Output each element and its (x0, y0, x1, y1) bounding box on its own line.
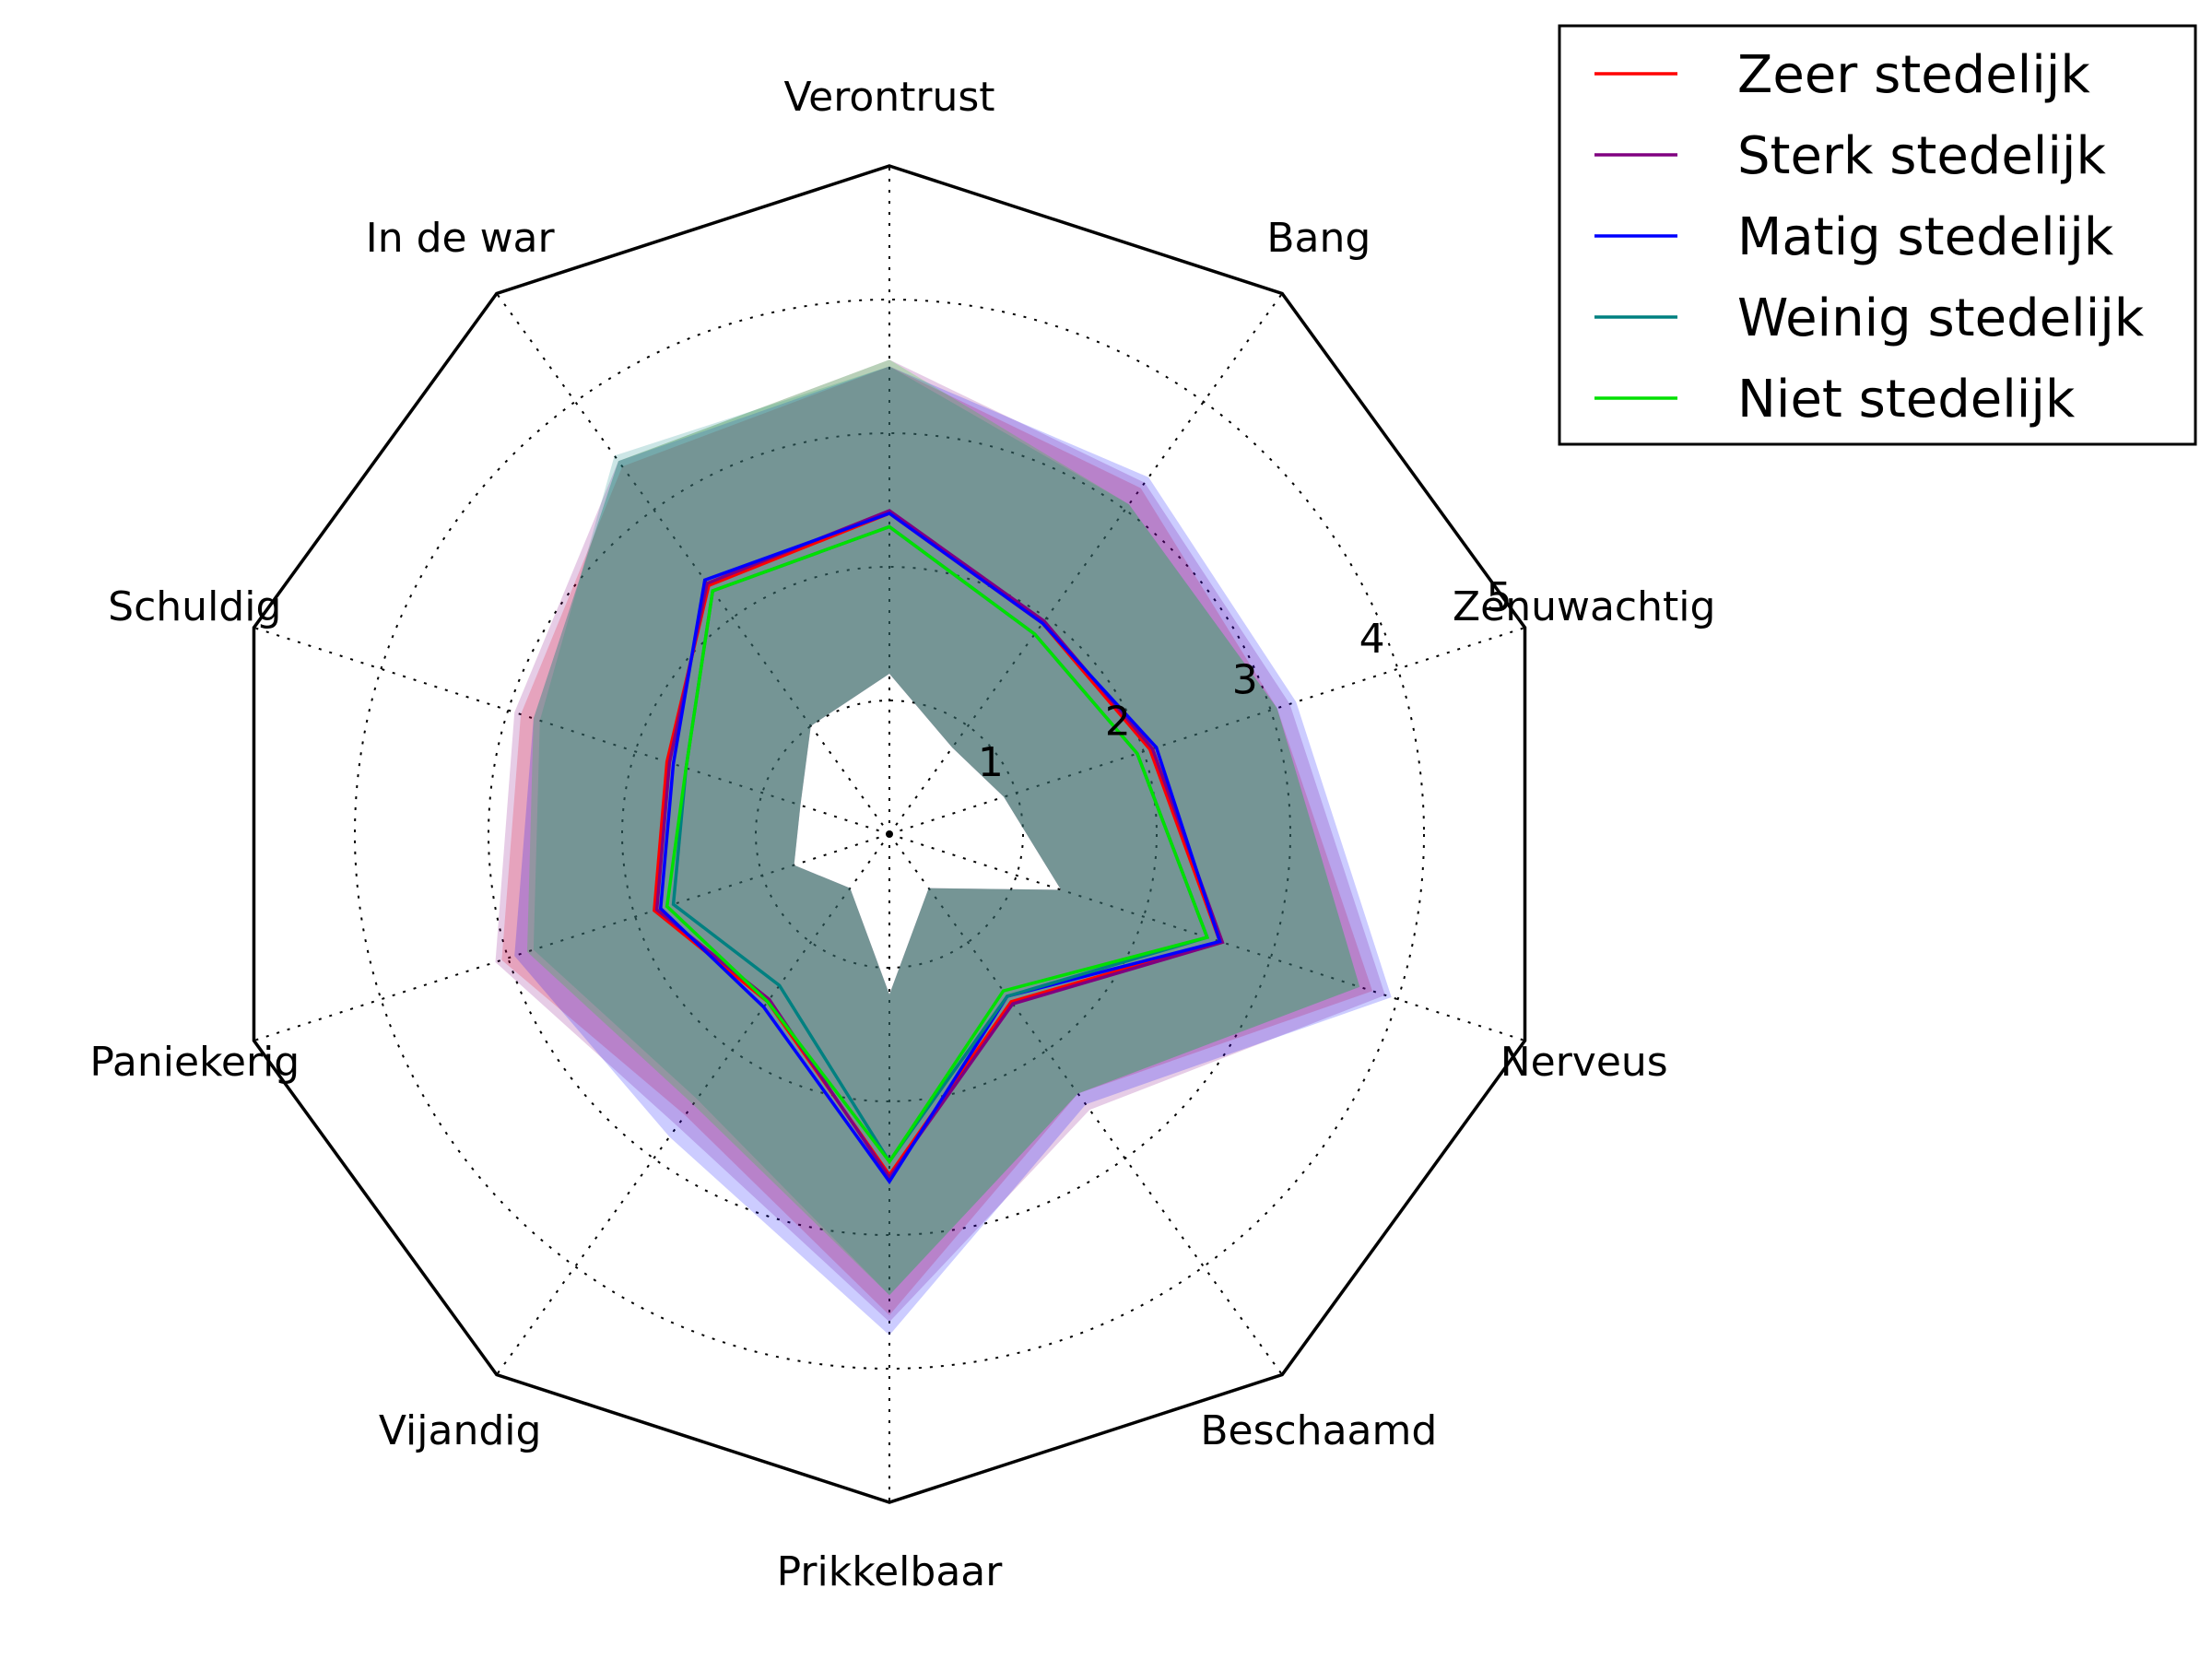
axis-label-4: Beschaamd (1200, 1407, 1437, 1454)
radial-tick-labels: 1 2 3 4 5 (978, 574, 1512, 786)
band-3 (533, 366, 1360, 1296)
axis-label-1: Bang (1266, 215, 1371, 262)
axis-label-8: Schuldig (108, 583, 281, 630)
tick-label-5: 5 (1487, 574, 1512, 621)
spoke-6 (496, 833, 890, 1376)
spoke-9 (496, 292, 890, 835)
spoke-4 (888, 833, 1283, 1376)
center-dot (886, 830, 893, 838)
series-lines (653, 509, 1225, 1185)
legend-label-4: Niet stedelijk (1737, 370, 2076, 429)
axis-label-3: Nerveus (1500, 1039, 1668, 1086)
band-1 (495, 359, 1385, 1323)
axis-label-6: Vijandig (379, 1407, 542, 1454)
legend: Zeer stedelijk Sterk stedelijk Matig stede… (1558, 24, 2197, 446)
spoke-7 (253, 833, 890, 1041)
axis-label-9: In de war (366, 215, 556, 262)
tick-label-1: 1 (978, 739, 1004, 786)
axis-labels: Verontrust Bang Zenuwachtig Nerveus Beschaam… (89, 74, 1715, 1595)
spoke-2 (888, 627, 1525, 835)
legend-label-3: Weinig stedelijk (1737, 288, 2145, 348)
legend-label-1: Sterk stedelijk (1737, 126, 2106, 186)
radar-frame (252, 164, 1527, 1504)
band-2 (514, 366, 1392, 1335)
tick-label-4: 4 (1359, 616, 1385, 663)
band-4 (526, 359, 1360, 1296)
tick-label-2: 2 (1105, 698, 1131, 745)
band-0 (501, 366, 1373, 1315)
tick-label-3: 3 (1232, 657, 1258, 704)
series-line-4 (665, 524, 1210, 1165)
grid-circle-2 (621, 566, 1158, 1102)
grid-circle-4 (354, 299, 1425, 1370)
series-line-2 (658, 512, 1222, 1185)
spoke-8 (253, 627, 890, 835)
spoke-1 (888, 292, 1283, 835)
confidence-bands (495, 359, 1392, 1335)
outer-frame (252, 164, 1527, 1504)
axis-label-2: Zenuwachtig (1453, 583, 1715, 630)
grid-circle-3 (488, 432, 1291, 1236)
axis-label-0: Verontrust (783, 74, 994, 121)
legend-label-0: Zeer stedelijk (1737, 45, 2090, 105)
radar-grid (253, 166, 1525, 1502)
legend-label-2: Matig stedelijk (1737, 207, 2114, 267)
grid-circle-1 (755, 700, 1024, 969)
axis-label-7: Paniekerig (89, 1039, 300, 1086)
axis-label-5: Prikkelbaar (777, 1548, 1004, 1595)
